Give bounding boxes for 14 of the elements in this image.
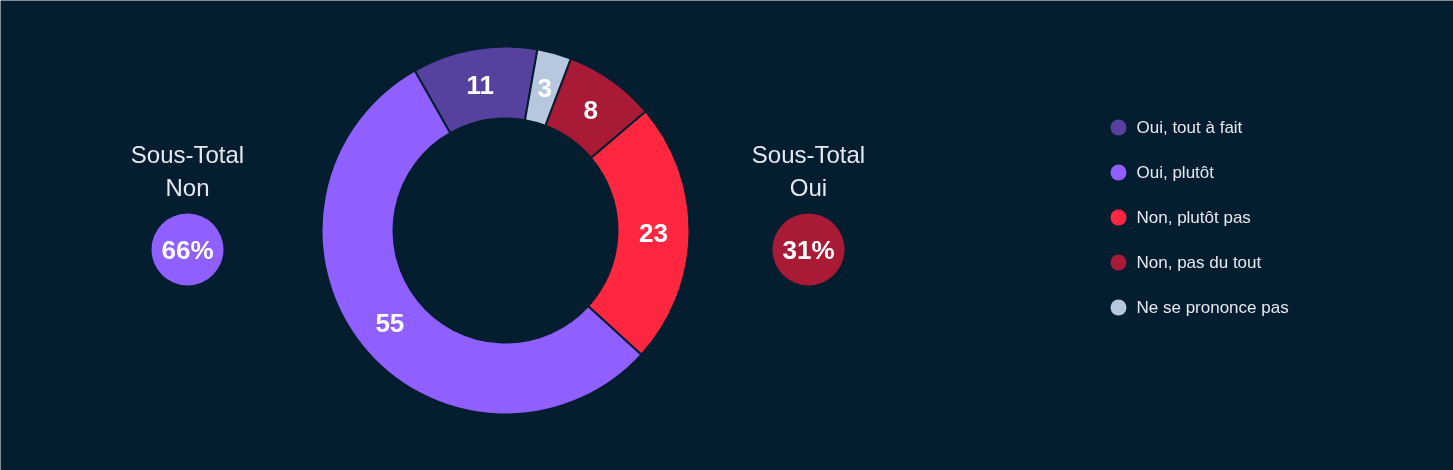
legend-label: Non, pas du tout [1136, 253, 1262, 272]
legend-label: Oui, tout à fait [1136, 118, 1243, 137]
data-label: 8 [583, 94, 599, 125]
data-label: 11 [466, 69, 495, 100]
text: 66% [161, 234, 214, 265]
data-label: 55 [375, 307, 405, 338]
legend-label: Oui, plutôt [1136, 163, 1215, 182]
text: Sous-Total Non [130, 140, 245, 202]
text: Sous-Total Oui [751, 140, 866, 202]
text: 31% [782, 234, 835, 265]
data-label: 3 [537, 72, 553, 103]
legend-label: Ne se prononce pas [1136, 298, 1289, 317]
data-label: 23 [639, 218, 668, 249]
legend-label: Non, plutôt pas [1136, 208, 1251, 227]
